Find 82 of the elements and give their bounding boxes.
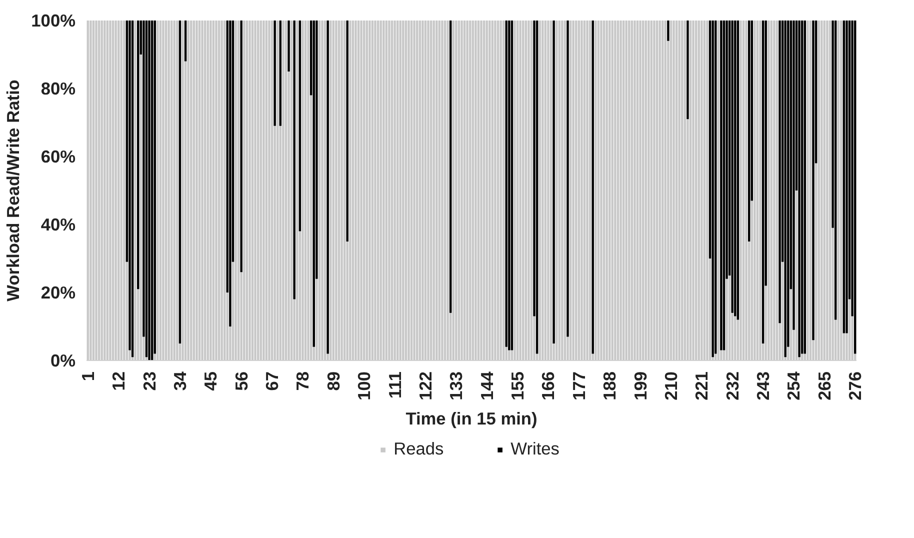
bar bbox=[748, 20, 750, 242]
x-tick-label: 78 bbox=[292, 371, 313, 391]
bar bbox=[148, 20, 150, 360]
y-tick-label: 60% bbox=[40, 146, 76, 166]
bar bbox=[846, 20, 848, 334]
bar bbox=[552, 20, 555, 344]
bar bbox=[136, 20, 140, 290]
bar bbox=[288, 20, 290, 72]
legend-label: Writes bbox=[510, 438, 560, 460]
bar bbox=[667, 20, 670, 41]
bar bbox=[274, 20, 276, 126]
x-tick-label: 45 bbox=[200, 371, 221, 391]
bar bbox=[722, 20, 726, 350]
bar bbox=[731, 20, 734, 313]
bar bbox=[229, 20, 232, 326]
bar bbox=[178, 20, 182, 344]
bar bbox=[279, 20, 282, 126]
x-tick-label: 89 bbox=[323, 371, 344, 391]
bar bbox=[505, 20, 508, 347]
bar bbox=[346, 20, 348, 242]
y-tick-label: 0% bbox=[50, 350, 76, 370]
x-tick-label: 1 bbox=[78, 371, 98, 382]
bar bbox=[293, 20, 296, 300]
bar bbox=[714, 20, 717, 354]
bar bbox=[145, 20, 148, 358]
y-tick-label: 20% bbox=[40, 282, 76, 302]
x-tick-label: 276 bbox=[845, 371, 866, 400]
x-tick-label: 23 bbox=[139, 371, 160, 391]
bar bbox=[712, 20, 714, 358]
x-tick-label: 221 bbox=[692, 371, 712, 400]
bar bbox=[566, 20, 569, 337]
bar bbox=[240, 20, 242, 272]
bar bbox=[798, 20, 800, 358]
bar bbox=[510, 20, 514, 350]
bar bbox=[784, 20, 786, 358]
x-tick-label: 144 bbox=[476, 371, 497, 400]
legend-label: Reads bbox=[394, 438, 444, 460]
bar bbox=[508, 20, 510, 350]
bar bbox=[736, 20, 740, 320]
x-tick-label: 254 bbox=[784, 371, 804, 400]
x-tick-label: 34 bbox=[170, 371, 190, 391]
bar bbox=[720, 20, 722, 350]
x-tick-label: 111 bbox=[384, 371, 405, 398]
bar bbox=[778, 20, 781, 324]
bar bbox=[854, 20, 856, 354]
x-tick-label: 243 bbox=[753, 371, 774, 400]
bar bbox=[734, 20, 736, 316]
x-tick-label: 177 bbox=[568, 371, 589, 400]
bar bbox=[800, 20, 804, 354]
bar bbox=[536, 20, 538, 354]
bar bbox=[762, 20, 764, 344]
x-tick-label: 122 bbox=[415, 371, 436, 400]
bar bbox=[326, 20, 329, 354]
x-tick-label: 232 bbox=[722, 371, 742, 400]
bar bbox=[449, 20, 452, 313]
x-tick-label: 199 bbox=[630, 371, 650, 400]
bar bbox=[686, 20, 689, 120]
y-tick-label: 40% bbox=[40, 214, 76, 234]
x-tick-label: 100 bbox=[354, 371, 374, 400]
bar bbox=[812, 20, 814, 340]
bar bbox=[804, 20, 806, 354]
bar bbox=[834, 20, 837, 320]
x-tick-label: 166 bbox=[538, 371, 558, 400]
y-tick-label: 100% bbox=[31, 10, 76, 30]
x-tick-label: 210 bbox=[660, 371, 681, 400]
x-tick-label: 155 bbox=[508, 371, 528, 400]
bar bbox=[842, 20, 846, 334]
bar bbox=[131, 20, 134, 358]
x-tick-label: 188 bbox=[600, 371, 620, 400]
x-axis-title: Time (in 15 min) bbox=[406, 408, 538, 428]
bar bbox=[312, 20, 315, 347]
x-tick-label: 56 bbox=[231, 371, 252, 391]
bar bbox=[298, 20, 302, 232]
x-tick-label: 133 bbox=[446, 371, 466, 400]
x-tick-label: 265 bbox=[814, 371, 834, 400]
y-tick-label: 80% bbox=[40, 78, 76, 98]
x-tick-label: 67 bbox=[262, 371, 282, 391]
bar bbox=[792, 20, 795, 330]
bar bbox=[592, 20, 594, 354]
y-axis-title: Workload Read/Write Ratio bbox=[3, 80, 24, 302]
x-tick-label: 12 bbox=[108, 371, 129, 391]
bar bbox=[184, 20, 187, 62]
